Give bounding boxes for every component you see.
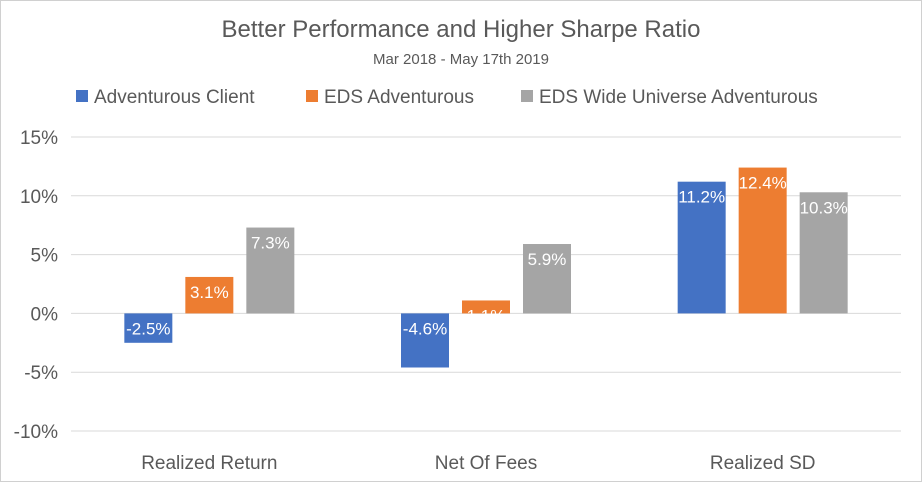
x-axis: Realized Return Net Of Fees Realized SD <box>141 453 815 474</box>
y-tick-label: 0% <box>31 304 59 325</box>
bar-eds-adventurous <box>185 276 234 314</box>
data-label: -2.5% <box>126 319 170 338</box>
y-tick-label: 5% <box>31 246 59 267</box>
data-label: 7.3% <box>251 234 290 253</box>
data-label: 11.2% <box>678 188 725 207</box>
y-tick-label: 15% <box>20 128 58 149</box>
x-category-label: Realized Return <box>141 453 277 474</box>
legend-label: EDS Wide Universe Adventurous <box>539 87 818 108</box>
data-label: 12.4% <box>739 174 787 193</box>
bar-adventurous-client <box>124 313 173 343</box>
data-labels: -2.5% 3.1% 7.3% -4.6% 1.1% 5.9% 11.2% 12.4% 10.3… <box>126 174 848 339</box>
data-label: 3.1% <box>190 283 229 302</box>
x-category-label: Realized SD <box>710 453 816 474</box>
chart-subtitle: Mar 2018 - May 17th 2019 <box>373 51 549 68</box>
y-tick-label: -5% <box>24 363 58 384</box>
data-label: 1.1% <box>467 306 506 325</box>
chart-title: Better Performance and Higher Sharpe Rat… <box>222 16 701 43</box>
legend-label: Adventurous Client <box>94 87 255 108</box>
legend-swatch <box>306 90 318 102</box>
data-label: 10.3% <box>800 198 848 217</box>
y-tick-label: -10% <box>14 422 58 443</box>
bar-eds-wide-universe-adventurous <box>799 192 848 314</box>
legend-label: EDS Adventurous <box>324 87 474 108</box>
legend-swatch <box>76 90 88 102</box>
bar-adventurous-client <box>677 181 726 314</box>
y-tick-label: 10% <box>20 187 58 208</box>
bar-adventurous-client <box>401 313 449 368</box>
data-label: 5.9% <box>528 250 567 269</box>
legend: Adventurous Client EDS Adventurous EDS Wid… <box>76 87 818 108</box>
data-label: -4.6% <box>403 319 447 338</box>
bar-eds-wide-universe-adventurous <box>523 244 571 314</box>
bar-eds-adventurous <box>738 167 787 314</box>
y-axis: 15% 10% 5% 0% -5% -10% <box>14 128 58 443</box>
bar-eds-wide-universe-adventurous <box>246 227 295 314</box>
legend-swatch <box>521 90 533 102</box>
x-category-label: Net Of Fees <box>435 453 537 474</box>
bar-eds-adventurous <box>462 300 510 314</box>
bars <box>124 167 848 368</box>
